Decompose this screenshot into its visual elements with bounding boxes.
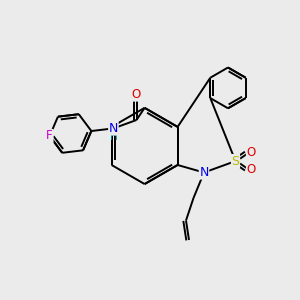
Text: O: O xyxy=(247,163,256,176)
Text: H: H xyxy=(110,132,118,142)
Text: O: O xyxy=(132,88,141,101)
Text: N: N xyxy=(109,122,118,135)
Text: O: O xyxy=(247,146,256,159)
Text: S: S xyxy=(232,154,239,168)
Text: F: F xyxy=(46,130,53,142)
Text: N: N xyxy=(199,166,209,179)
